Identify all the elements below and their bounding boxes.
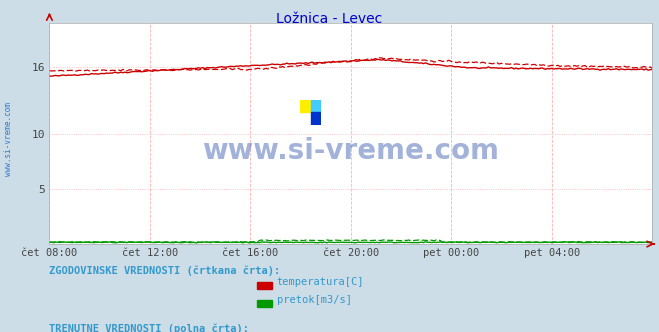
Text: www.si-vreme.com: www.si-vreme.com <box>4 103 13 176</box>
Text: temperatura[C]: temperatura[C] <box>277 277 364 287</box>
Text: TRENUTNE VREDNOSTI (polna črta):: TRENUTNE VREDNOSTI (polna črta): <box>49 324 249 332</box>
Text: www.si-vreme.com: www.si-vreme.com <box>202 137 500 165</box>
Text: pretok[m3/s]: pretok[m3/s] <box>277 295 352 305</box>
Bar <box>310 112 322 125</box>
Bar <box>310 100 322 112</box>
Bar <box>300 100 310 112</box>
Text: Ložnica - Levec: Ložnica - Levec <box>276 12 383 26</box>
Text: ZGODOVINSKE VREDNOSTI (črtkana črta):: ZGODOVINSKE VREDNOSTI (črtkana črta): <box>49 266 281 276</box>
